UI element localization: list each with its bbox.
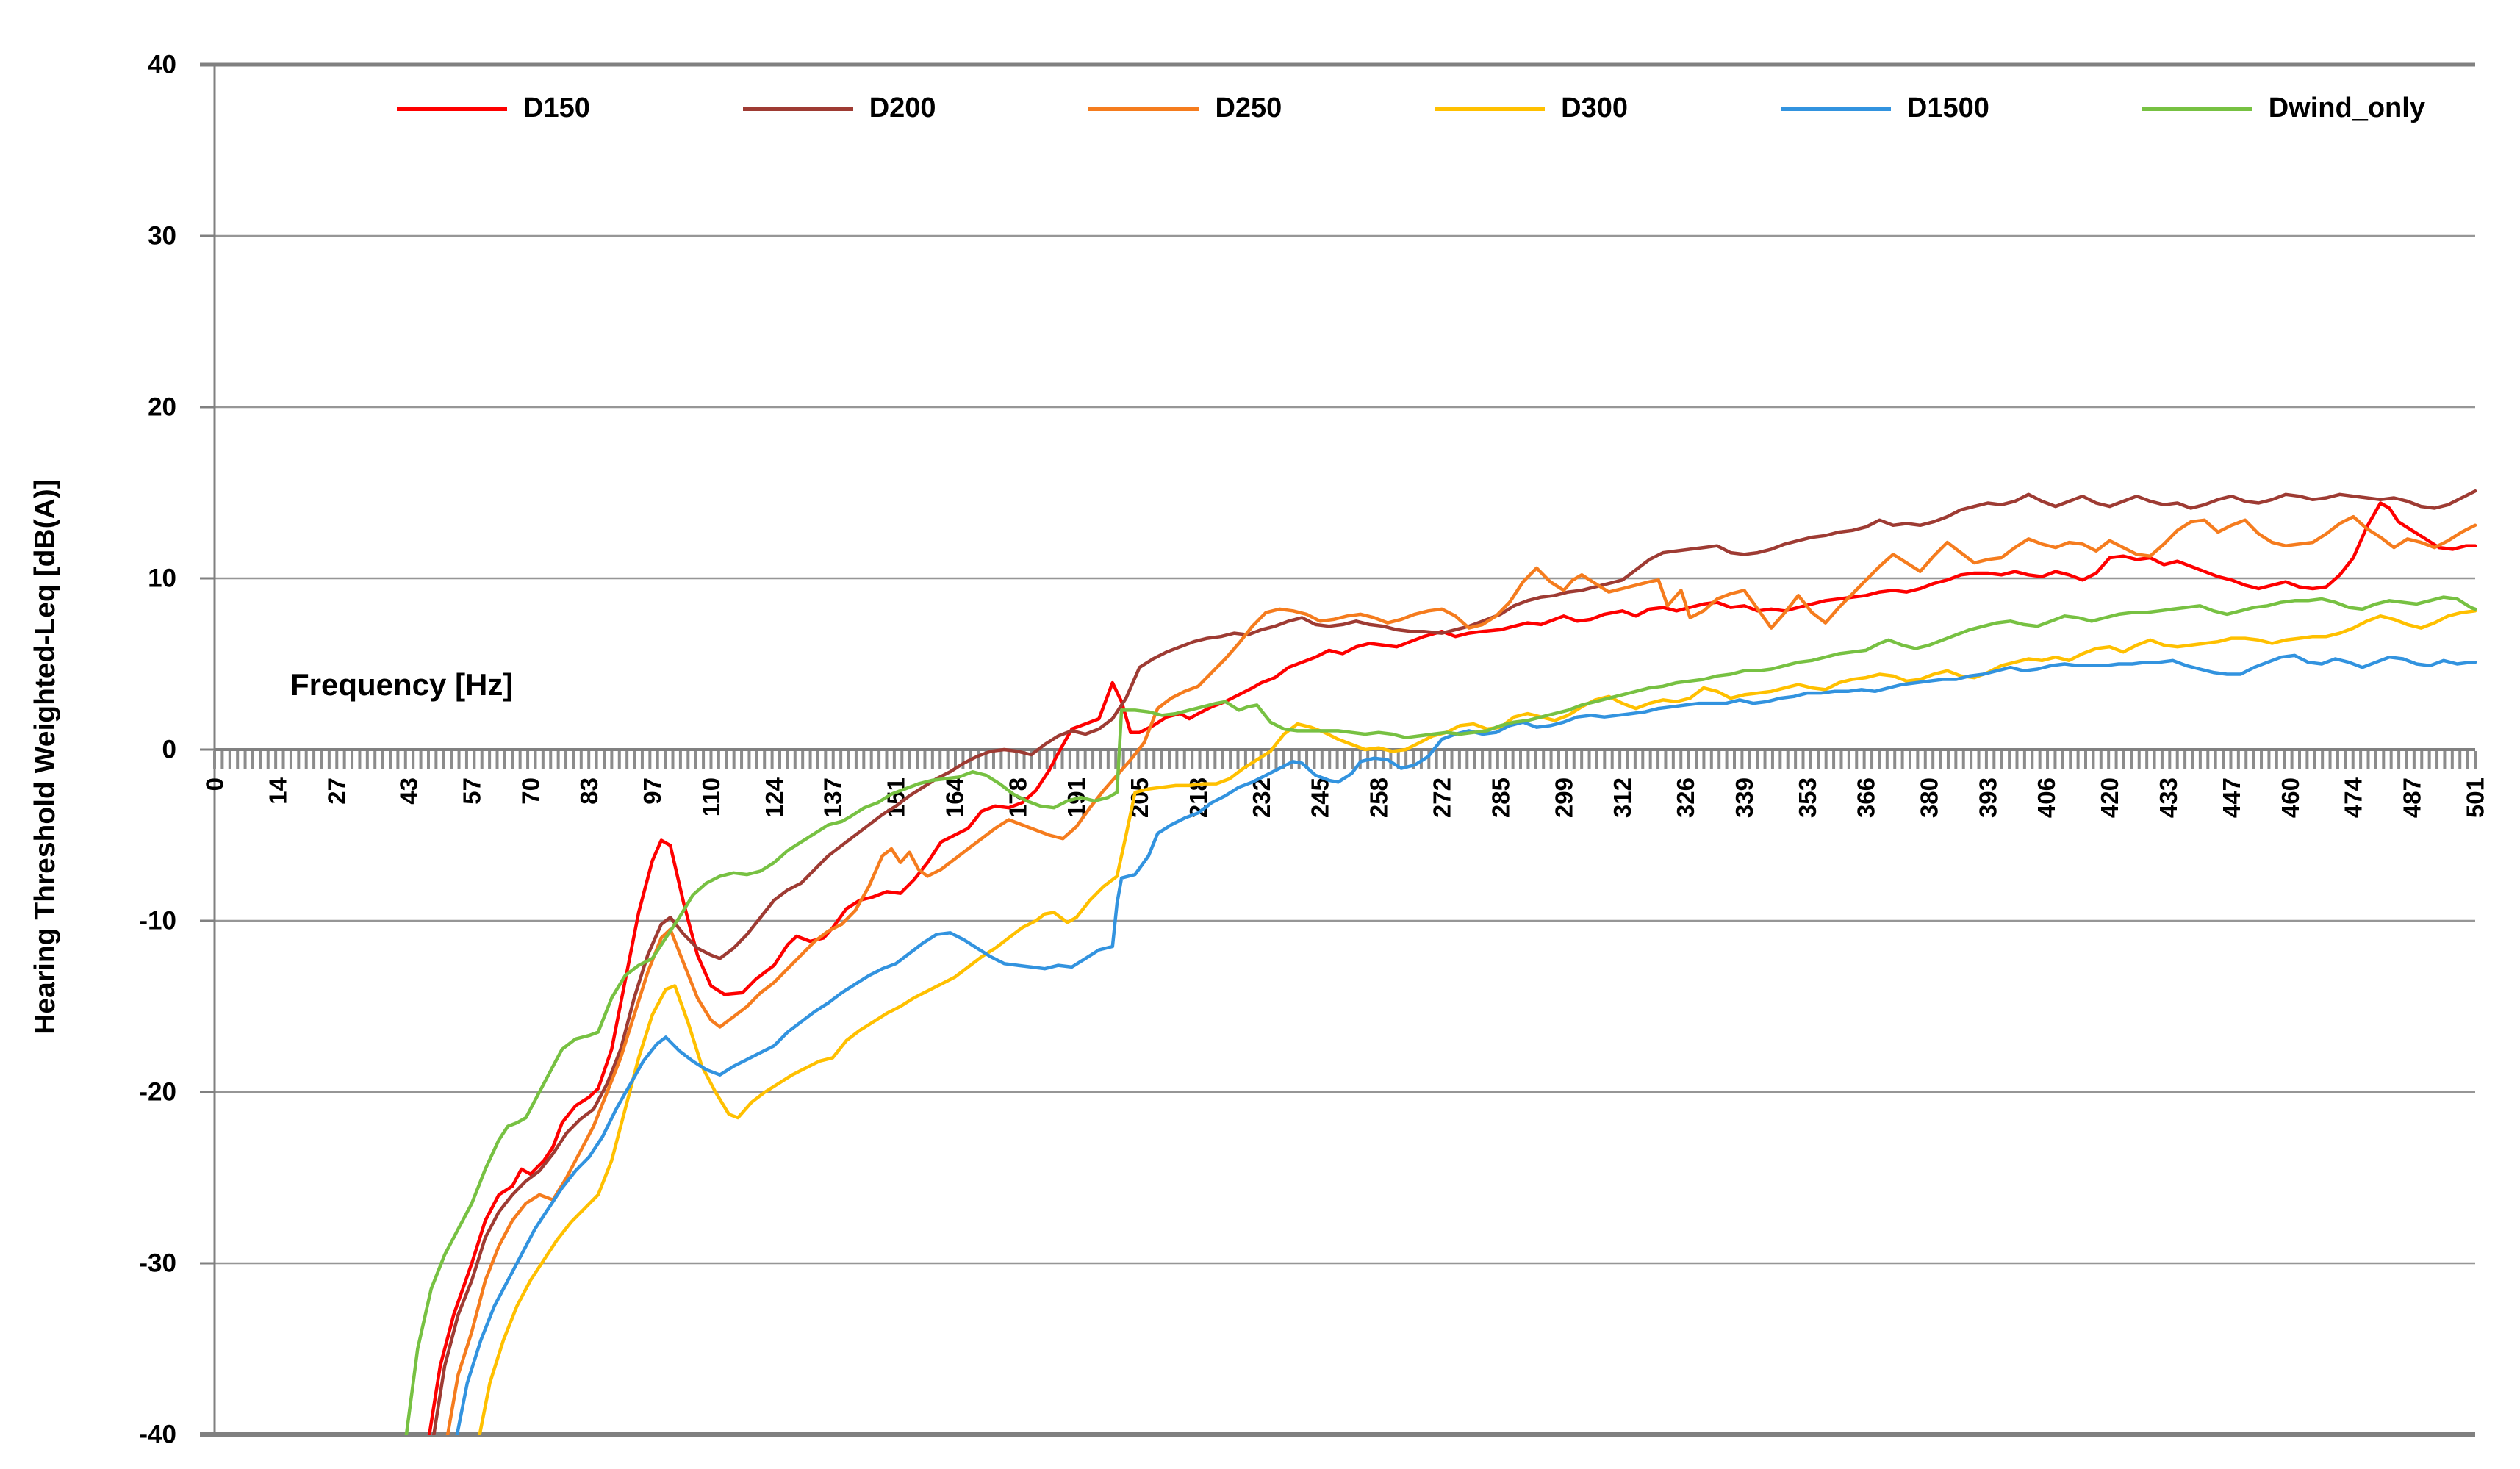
x-tick-label: 299	[1550, 777, 1577, 818]
series-D150	[427, 501, 2477, 1435]
x-tick-label: 258	[1365, 777, 1393, 818]
y-tick-label: -40	[139, 1420, 176, 1449]
x-tick-label: 393	[1974, 777, 2001, 818]
x-tick-label: 447	[2218, 777, 2245, 818]
legend-item-D200: D200	[742, 93, 936, 124]
legend-line-swatch	[742, 106, 853, 111]
x-tick-label: 83	[575, 777, 603, 805]
x-tick-label: 420	[2096, 777, 2123, 818]
legend-line-swatch	[1780, 106, 1891, 111]
series-group	[404, 489, 2477, 1435]
y-tick-label: -20	[139, 1078, 176, 1107]
x-tick-label: 380	[1916, 777, 1943, 818]
y-tick-label: 40	[148, 51, 176, 79]
legend-line-swatch	[2142, 106, 2252, 111]
x-tick-label: 285	[1487, 777, 1514, 818]
x-tick-label: 27	[323, 777, 350, 805]
x-tick-label: 57	[458, 777, 485, 805]
legend-item-D300: D300	[1435, 93, 1628, 124]
x-tick-label: 137	[819, 777, 847, 818]
x-tick-label: 70	[517, 777, 544, 805]
x-tick-label: 272	[1429, 777, 1456, 818]
legend-line-swatch	[397, 106, 507, 111]
x-tick-label: 124	[761, 777, 788, 818]
y-tick-label: 20	[148, 393, 176, 422]
x-tick-label: 232	[1248, 777, 1275, 818]
x-axis-title: Frequency [Hz]	[290, 667, 514, 702]
x-tick-label: 353	[1794, 777, 1821, 818]
legend-item-D250: D250	[1088, 93, 1282, 124]
legend-item-D150: D150	[397, 93, 590, 124]
legend-label: D250	[1215, 93, 1282, 123]
x-tick-label: 164	[941, 777, 968, 818]
x-tick-label: 312	[1609, 777, 1636, 818]
y-tick-label: 10	[148, 564, 176, 593]
legend: D150 D200 D250 D300 D1500 Dwind_only	[397, 93, 2425, 124]
series-D1500	[455, 653, 2477, 1435]
series-D200	[431, 489, 2477, 1435]
x-tick-label: 245	[1307, 777, 1334, 818]
x-tick-label: 110	[697, 777, 725, 816]
legend-item-D1500: D1500	[1780, 93, 1989, 124]
x-tick-label: 474	[2340, 777, 2367, 818]
legend-label: D150	[523, 93, 590, 123]
legend-label: Dwind_only	[2268, 93, 2425, 123]
x-tick-label: 433	[2155, 777, 2182, 818]
x-tick-label: 97	[639, 777, 666, 805]
y-tick-label: -30	[139, 1249, 176, 1278]
x-tick-label: 14	[264, 777, 291, 804]
legend-line-swatch	[1088, 106, 1199, 111]
y-tick-label: 0	[162, 736, 176, 764]
x-tick-label: 406	[2033, 777, 2060, 818]
legend-label: D200	[869, 93, 936, 123]
y-axis-title: Hearing Threshold Weighted-Leq [dB(A)]	[29, 479, 61, 1035]
series-D300	[478, 609, 2477, 1435]
legend-label: D1500	[1906, 93, 1989, 123]
x-tick-label: 0	[201, 777, 229, 791]
legend-label: D300	[1561, 93, 1628, 123]
x-tick-label: 487	[2399, 777, 2426, 818]
x-tick-label: 501	[2462, 777, 2489, 818]
category-tick-marks	[213, 751, 2477, 769]
series-Dwind_only	[404, 595, 2477, 1435]
series-D250	[445, 514, 2477, 1435]
legend-item-Dwind_only: Dwind_only	[2142, 93, 2425, 124]
x-tick-label: 460	[2277, 777, 2304, 818]
legend-line-swatch	[1435, 106, 1546, 111]
y-tick-label: -10	[139, 907, 176, 935]
x-tick-label: 339	[1731, 777, 1758, 818]
x-tick-label: 326	[1672, 777, 1699, 818]
x-tick-label: 366	[1853, 777, 1880, 818]
y-tick-label: 30	[148, 222, 176, 251]
x-tick-label: 43	[395, 777, 423, 805]
